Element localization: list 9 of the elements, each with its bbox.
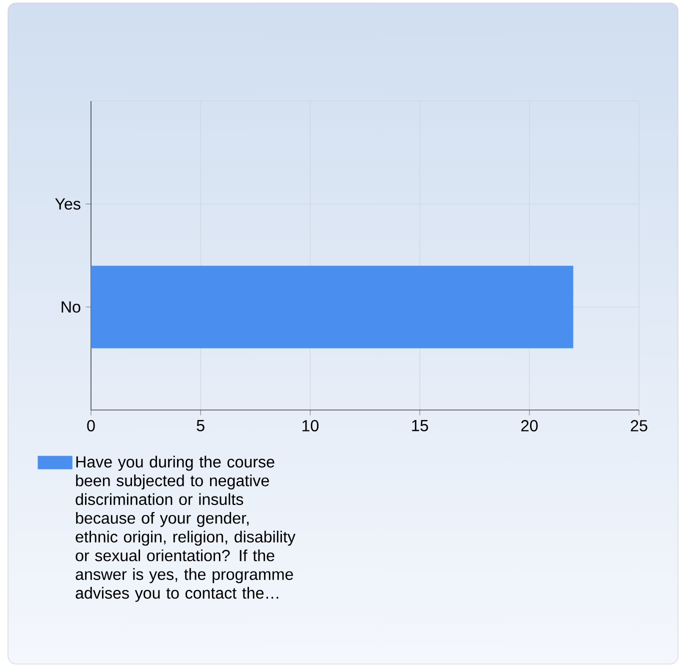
x-tick-label: 15 — [412, 420, 428, 432]
x-tick-label: 20 — [521, 420, 538, 432]
y-tick-label: Yes — [55, 198, 80, 210]
x-tick-label: 0 — [87, 420, 95, 432]
x-tick-label: 5 — [196, 420, 204, 432]
y-tick-label: No — [62, 301, 80, 313]
legend-label: Have you during the course been subjected to negative discrimination or insults because of your gender, ethnic origin, religion, disability or sexual orientation? If the answer is yes, the programme advises you to contact the… — [76, 456, 296, 602]
x-tick-label: 10 — [302, 420, 319, 432]
x-tick-label: 25 — [630, 420, 648, 432]
